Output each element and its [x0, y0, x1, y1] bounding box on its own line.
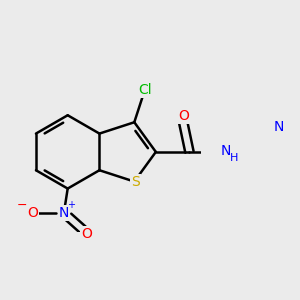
Text: −: −: [16, 199, 27, 212]
Text: N: N: [274, 120, 284, 134]
Text: O: O: [178, 109, 189, 123]
Text: O: O: [81, 227, 92, 242]
Text: H: H: [230, 153, 239, 163]
Text: O: O: [27, 206, 38, 220]
Text: Cl: Cl: [138, 82, 152, 97]
Text: N: N: [59, 206, 69, 220]
Text: S: S: [131, 175, 140, 189]
Text: +: +: [68, 200, 76, 210]
Text: N: N: [221, 144, 231, 158]
